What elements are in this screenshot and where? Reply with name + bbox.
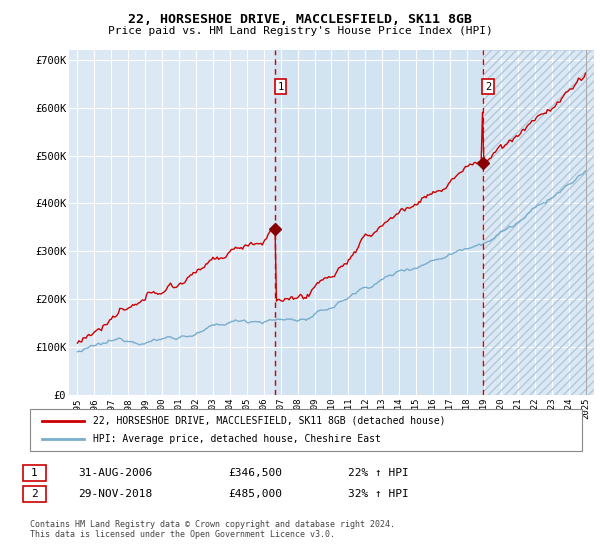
Text: £346,500: £346,500 [228, 468, 282, 478]
Bar [482, 50, 600, 395]
Text: 2: 2 [485, 82, 491, 92]
Text: 31-AUG-2006: 31-AUG-2006 [78, 468, 152, 478]
Bar [275, 50, 482, 395]
Text: 1: 1 [31, 468, 38, 478]
Text: 29-NOV-2018: 29-NOV-2018 [78, 489, 152, 499]
Bar [482, 50, 600, 395]
Text: Price paid vs. HM Land Registry's House Price Index (HPI): Price paid vs. HM Land Registry's House … [107, 26, 493, 36]
Text: £485,000: £485,000 [228, 489, 282, 499]
Text: 22% ↑ HPI: 22% ↑ HPI [348, 468, 409, 478]
Text: 32% ↑ HPI: 32% ↑ HPI [348, 489, 409, 499]
Text: Contains HM Land Registry data © Crown copyright and database right 2024.
This d: Contains HM Land Registry data © Crown c… [30, 520, 395, 539]
Text: 1: 1 [278, 82, 284, 92]
Text: 22, HORSESHOE DRIVE, MACCLESFIELD, SK11 8GB: 22, HORSESHOE DRIVE, MACCLESFIELD, SK11 … [128, 13, 472, 26]
Text: 22, HORSESHOE DRIVE, MACCLESFIELD, SK11 8GB (detached house): 22, HORSESHOE DRIVE, MACCLESFIELD, SK11 … [93, 416, 445, 426]
Text: 2: 2 [31, 489, 38, 499]
Text: HPI: Average price, detached house, Cheshire East: HPI: Average price, detached house, Ches… [93, 434, 381, 444]
